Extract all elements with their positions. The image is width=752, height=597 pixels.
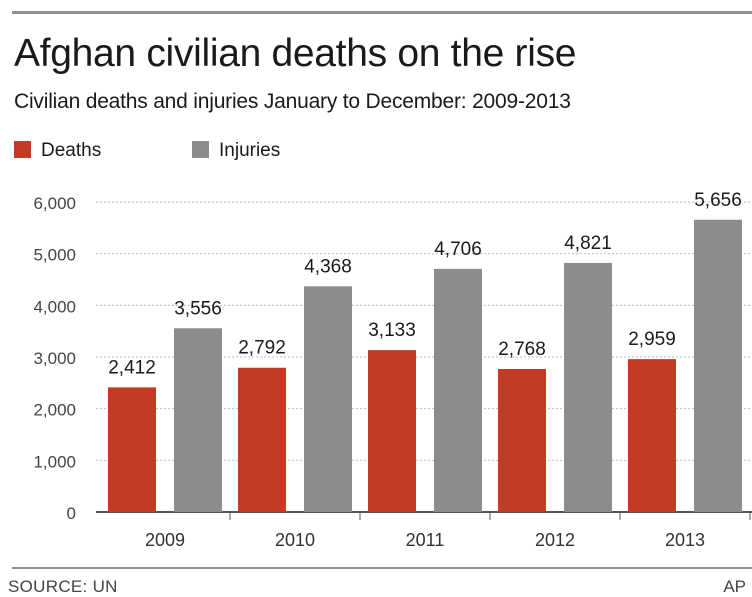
y-tick-label: 2,000 <box>33 401 76 420</box>
top-rule <box>12 11 752 14</box>
legend-swatch-injuries <box>192 141 209 158</box>
credit-note: AP <box>723 577 746 596</box>
data-label-deaths: 2,959 <box>628 329 676 350</box>
legend-item-deaths: Deaths <box>14 140 101 162</box>
legend-item-injuries: Injuries <box>192 140 280 162</box>
x-tick-label: 2011 <box>406 530 445 550</box>
data-label-deaths: 2,792 <box>238 338 286 359</box>
y-tick-label: 5,000 <box>33 246 76 265</box>
chart-subtitle: Civilian deaths and injuries January to … <box>14 90 571 113</box>
bar-chart: 0 1,000 2,000 3,000 4,000 5,000 6,000 2,412 3,55… <box>33 190 752 550</box>
data-label-injuries: 5,656 <box>694 190 742 211</box>
bottom-rule <box>12 567 752 569</box>
bar-injuries <box>174 328 222 512</box>
x-tick-label: 2013 <box>665 530 705 550</box>
bar-deaths <box>498 368 546 512</box>
y-tick-label: 0 <box>67 504 76 523</box>
y-tick-label: 1,000 <box>33 452 76 471</box>
chart-title: Afghan civilian deaths on the rise <box>14 32 577 75</box>
data-label-deaths: 3,133 <box>368 320 416 341</box>
bar-deaths <box>238 367 286 512</box>
x-tick-label: 2010 <box>275 530 315 550</box>
x-tick-label: 2009 <box>145 530 185 550</box>
y-tick-label: 6,000 <box>33 194 76 213</box>
data-label-injuries: 3,556 <box>174 298 222 319</box>
legend-swatch-deaths <box>14 141 31 158</box>
y-tick-label: 3,000 <box>33 349 76 368</box>
bar-injuries <box>304 286 352 512</box>
bar-deaths <box>628 359 676 512</box>
bar-injuries <box>434 268 482 512</box>
x-tick-label: 2012 <box>535 530 575 550</box>
source-note: SOURCE: UN <box>8 577 118 596</box>
bar-deaths <box>108 387 156 512</box>
bar-deaths <box>368 350 416 512</box>
bar-injuries <box>564 262 612 512</box>
y-tick-label: 4,000 <box>33 297 76 316</box>
bar-injuries <box>694 219 742 513</box>
legend-label-deaths: Deaths <box>41 140 102 161</box>
data-label-deaths: 2,768 <box>498 339 546 360</box>
data-label-injuries: 4,368 <box>304 256 352 277</box>
legend-label-injuries: Injuries <box>219 140 281 161</box>
data-label-injuries: 4,706 <box>434 239 482 260</box>
data-label-injuries: 4,821 <box>564 233 612 254</box>
data-label-deaths: 2,412 <box>108 357 156 378</box>
